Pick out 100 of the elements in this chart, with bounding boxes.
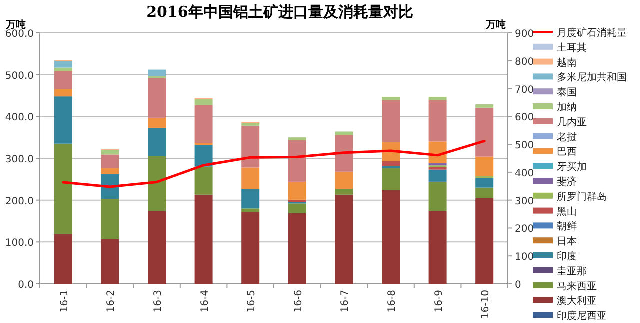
x-tick-label: 16-6 (293, 290, 304, 313)
y2-tick-label: 500 (515, 140, 534, 152)
y-tick-label: 300.0 (5, 154, 34, 166)
bar (54, 71, 72, 90)
x-tick-label: 16-4 (200, 290, 211, 313)
bar (428, 170, 447, 182)
bar (335, 194, 354, 284)
y-tick-label: 500.0 (5, 70, 34, 82)
bar (242, 168, 260, 190)
y-tick-label: 600.0 (5, 29, 34, 40)
bar (242, 208, 260, 212)
bar (148, 156, 166, 212)
y2-tick-label: 900 (515, 29, 534, 40)
legend-label: 越南 (557, 56, 577, 69)
y2-tick-label: 600 (515, 112, 534, 124)
legend-label: 所罗门群岛 (557, 190, 607, 203)
legend-label: 澳大利亚 (557, 295, 597, 308)
x-tick-label: 16-1 (59, 290, 70, 313)
bar (476, 178, 494, 188)
bar (148, 211, 166, 284)
bar (288, 182, 306, 200)
bar (101, 168, 120, 174)
x-tick-label: 16-3 (153, 290, 164, 313)
bar (382, 97, 400, 100)
y-tick-label: 400.0 (5, 112, 34, 124)
bar (476, 156, 494, 176)
x-tick-label: 16-5 (246, 290, 258, 313)
bar (288, 200, 306, 202)
bar (148, 128, 166, 156)
line-series (62, 140, 486, 188)
bar (148, 78, 166, 118)
y2-tick-label: 800 (515, 56, 534, 68)
y2-tick-label: 300 (515, 196, 534, 208)
bar (101, 199, 120, 240)
bar (428, 100, 447, 142)
y2-axis-title: 万吨 (485, 19, 506, 31)
bar (288, 204, 306, 214)
legend-label: 多米尼加共和国 (557, 72, 627, 84)
bar (148, 70, 166, 76)
bar (54, 234, 72, 284)
bar (101, 154, 120, 168)
legend-label: 朝鲜 (557, 220, 577, 233)
legend-label: 老挝 (557, 131, 577, 144)
bar (54, 89, 72, 97)
x-tick-label: 16-2 (106, 290, 118, 313)
bar (476, 104, 494, 108)
y-tick-label: 100.0 (5, 238, 34, 250)
bar (242, 126, 260, 168)
bar (428, 167, 447, 170)
bar (148, 118, 166, 128)
bar (335, 135, 354, 172)
legend-label: 印度尼西亚 (557, 310, 607, 322)
bar (54, 144, 72, 234)
bar (194, 194, 213, 284)
legend-label: 黑山 (557, 206, 577, 218)
legend-label: 巴西 (557, 147, 577, 158)
x-tick-label: 16-8 (387, 290, 398, 313)
bar (382, 190, 400, 284)
y2-tick-label: 200 (515, 224, 534, 236)
bar (242, 189, 260, 209)
legend-label: 月度矿石消耗量 (557, 27, 627, 39)
bar (476, 198, 494, 284)
bar (288, 138, 306, 141)
legend-label: 土耳其 (557, 42, 587, 54)
legend-label: 加纳 (557, 102, 577, 114)
x-tick-label: 16-9 (434, 290, 445, 313)
x-tick-label: 16-7 (340, 290, 352, 313)
bar (428, 211, 447, 284)
y2-tick-label: 700 (515, 84, 534, 96)
bar (54, 96, 72, 144)
bar (194, 105, 213, 144)
bar (335, 172, 354, 190)
y2-tick-label: 100 (515, 252, 534, 264)
bar (54, 68, 72, 72)
legend-label: 圭亚那 (557, 265, 587, 278)
legend-label: 印度 (557, 250, 577, 262)
y-tick-label: 0.0 (18, 280, 34, 291)
legend-label: 马来西亚 (557, 280, 597, 292)
bar (288, 213, 306, 284)
bar (428, 97, 447, 100)
bar (382, 161, 400, 166)
bar (54, 61, 72, 68)
chart-title: 2016年中国铝土矿进口量及消耗量对比 (146, 3, 414, 21)
x-tick-label: 16-10 (480, 290, 492, 320)
legend-label: 牙买加 (557, 161, 587, 174)
bar (476, 108, 494, 157)
bar (194, 100, 213, 106)
bar (288, 140, 306, 182)
bar (242, 123, 260, 126)
bar (335, 189, 354, 195)
bar (194, 166, 213, 195)
y-tick-label: 200.0 (5, 196, 34, 208)
y2-tick-label: 0 (515, 280, 522, 291)
bar (101, 150, 120, 155)
bar (382, 100, 400, 142)
bar (428, 182, 447, 212)
bar (476, 188, 494, 198)
bar (382, 168, 400, 190)
legend-label: 斐济 (557, 176, 577, 188)
legend-label: 日本 (557, 236, 577, 248)
